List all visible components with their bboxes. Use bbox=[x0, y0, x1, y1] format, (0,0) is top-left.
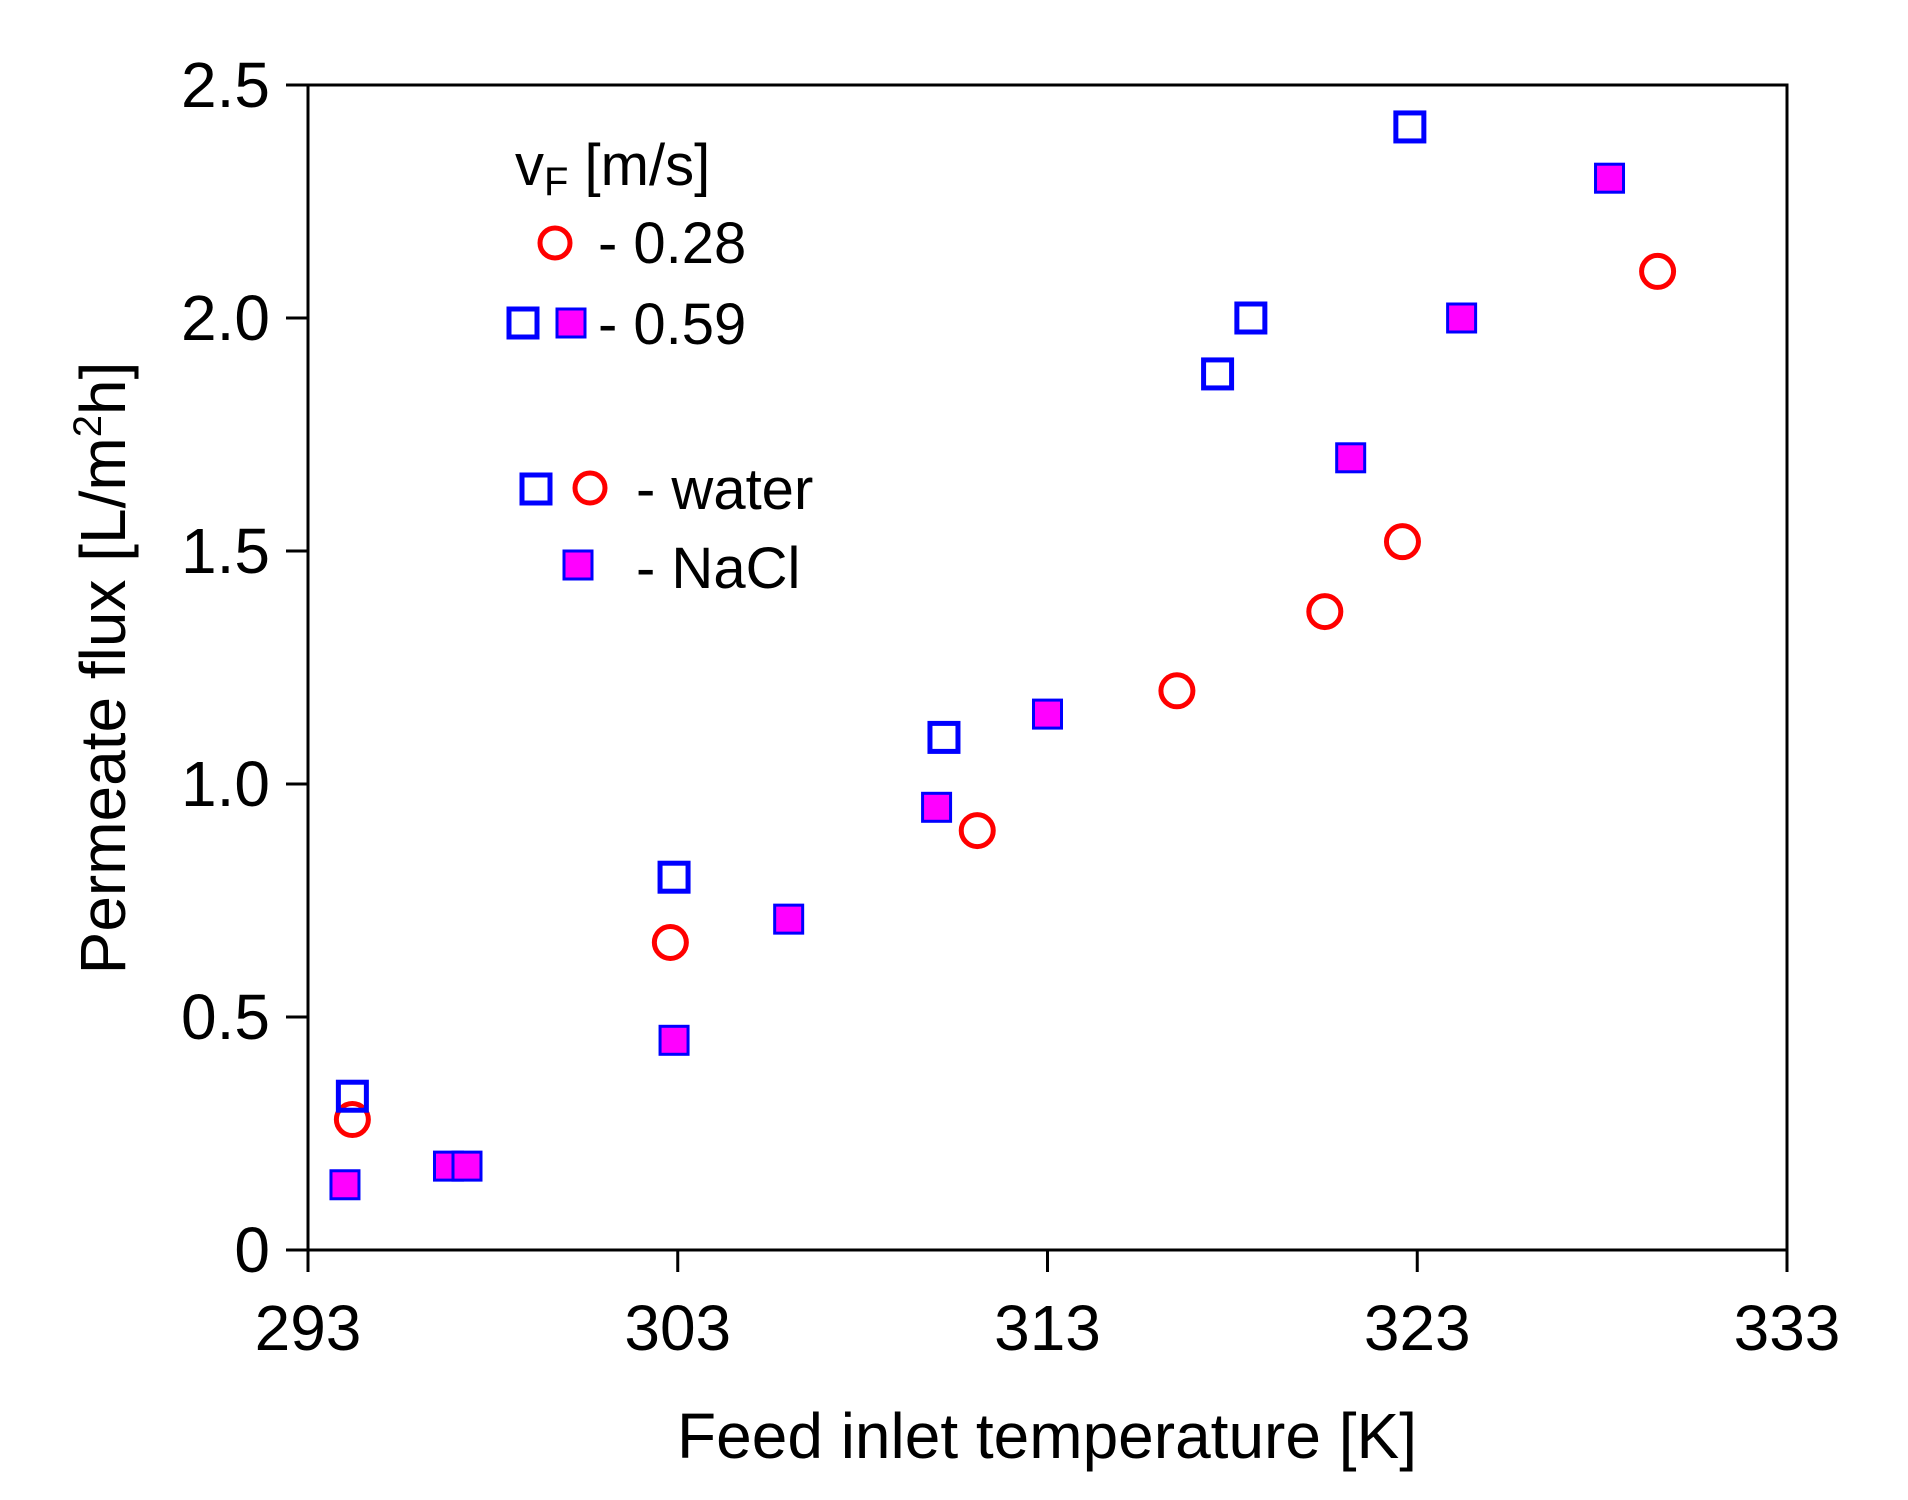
legend-blue-square-marker bbox=[506, 306, 540, 340]
legend-nacl-square-marker bbox=[562, 549, 594, 581]
data-points bbox=[329, 110, 1677, 1201]
y-tick-label: 0.5 bbox=[181, 981, 270, 1053]
data-point-series-2 bbox=[329, 1169, 361, 1201]
data-point-series-2 bbox=[773, 903, 805, 935]
x-axis: 293 303 313 323 333 bbox=[255, 1250, 1841, 1364]
data-point-series-1 bbox=[335, 1079, 369, 1113]
legend-water-circle-marker bbox=[572, 470, 608, 506]
data-point-series-1 bbox=[657, 860, 691, 894]
data-point-series-0 bbox=[1306, 593, 1344, 631]
x-tick-label: 293 bbox=[255, 1292, 362, 1364]
data-point-series-2 bbox=[1032, 698, 1063, 730]
data-point-series-2 bbox=[921, 791, 953, 823]
y-axis: 0 0.5 1.0 1.5 2.0 2.5 bbox=[181, 49, 308, 1286]
x-tick-label: 333 bbox=[1734, 1292, 1841, 1364]
data-point-series-1 bbox=[1201, 357, 1235, 391]
data-point-series-0 bbox=[958, 812, 996, 850]
legend-water-square-marker bbox=[519, 472, 553, 506]
y-axis-title: Permeate flux [L/m2h] bbox=[66, 362, 139, 975]
data-point-series-0 bbox=[1383, 523, 1421, 561]
data-point-series-1 bbox=[927, 720, 961, 754]
y-tick-label: 1.0 bbox=[181, 748, 270, 820]
y-axis-title-tail: h] bbox=[67, 362, 139, 415]
x-tick-label: 323 bbox=[1364, 1292, 1471, 1364]
legend-velocity-028: - 0.28 bbox=[598, 211, 746, 276]
plot-frame bbox=[306, 83, 1789, 1252]
y-tick-label: 0 bbox=[234, 1214, 270, 1286]
data-point-series-0 bbox=[333, 1101, 371, 1139]
legend-title: vF [m/s] bbox=[515, 133, 710, 204]
data-point-series-2 bbox=[1594, 162, 1626, 194]
y-tick-label: 2.5 bbox=[181, 49, 270, 121]
data-point-series-2 bbox=[1446, 302, 1478, 334]
data-point-series-0 bbox=[651, 923, 689, 961]
legend-red-circle-marker bbox=[537, 225, 573, 261]
legend-title-subscript: F bbox=[544, 160, 568, 204]
y-axis-title-main: Permeate flux [L/m bbox=[67, 437, 139, 974]
y-axis-title-superscript: 2 bbox=[66, 415, 110, 437]
legend-magenta-square-marker bbox=[555, 307, 587, 339]
data-point-series-0 bbox=[1639, 252, 1677, 290]
x-tick-label: 303 bbox=[624, 1292, 731, 1364]
data-point-series-2 bbox=[1335, 442, 1367, 474]
y-tick-label: 2.0 bbox=[181, 282, 270, 354]
data-point-series-2 bbox=[451, 1150, 483, 1182]
data-point-series-2 bbox=[658, 1024, 690, 1056]
data-point-series-1 bbox=[1393, 110, 1427, 144]
legend-title-v: v bbox=[515, 133, 544, 198]
legend: vF [m/s] - 0.28 - 0.59 - water - NaCl bbox=[506, 133, 813, 601]
x-axis-title: Feed inlet temperature [K] bbox=[677, 1400, 1417, 1472]
y-tick-label: 1.5 bbox=[181, 515, 270, 587]
data-point-series-0 bbox=[1158, 672, 1196, 710]
legend-water-label: - water bbox=[636, 457, 813, 522]
legend-title-unit: [m/s] bbox=[568, 133, 710, 198]
legend-velocity-059: - 0.59 bbox=[598, 292, 746, 357]
x-tick-label: 313 bbox=[994, 1292, 1101, 1364]
legend-nacl-label: - NaCl bbox=[636, 536, 800, 601]
data-point-series-1 bbox=[1234, 301, 1268, 335]
